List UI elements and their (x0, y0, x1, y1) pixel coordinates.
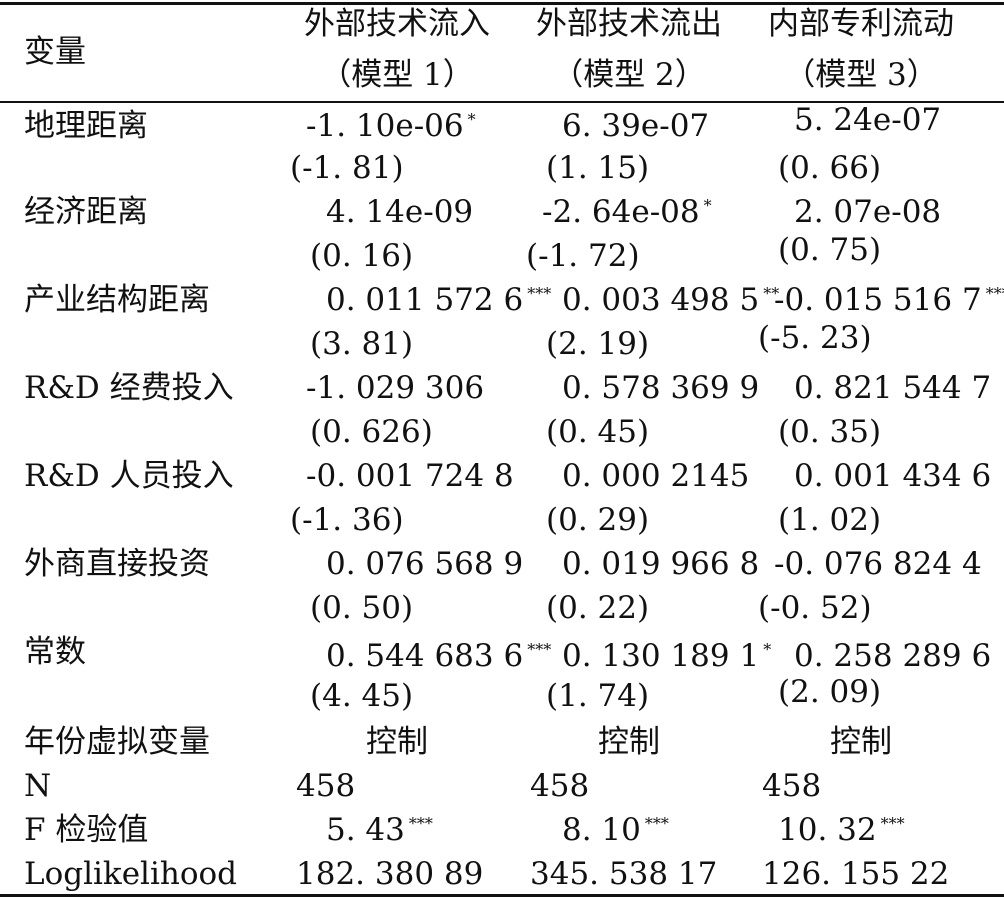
coef-cell: 0. 130 189 1 * (562, 638, 772, 674)
row-label: R&D 人员投入 (24, 458, 234, 494)
header-col1-model: （模型 1） (320, 57, 474, 93)
coef-cell: 0. 011 572 6 *** (326, 282, 552, 318)
t-stat-cell: (0. 22) (546, 590, 650, 626)
coef-cell: 0. 076 568 9 (326, 546, 524, 582)
t-stat-cell: (-1. 36) (290, 502, 404, 538)
header-col3-name: 内部专利流动 (768, 6, 954, 42)
row-label: 经济距离 (24, 194, 148, 230)
loglik-cell: 345. 538 17 (530, 856, 718, 892)
coef-cell: 0. 001 434 6 (794, 458, 992, 494)
coef-cell: 2. 07e-08 (794, 194, 942, 230)
coef-cell: -1. 10e-06 * (306, 108, 476, 144)
coef-cell: -2. 64e-08 * (542, 194, 712, 230)
significance-mark: ** (763, 284, 780, 303)
control-cell: 控制 (366, 724, 428, 760)
control-cell: 控制 (830, 724, 892, 760)
significance-mark: * (467, 110, 476, 129)
t-stat-cell: (0. 50) (310, 590, 414, 626)
significance-mark: *** (985, 284, 1004, 303)
coef-cell: 5. 24e-07 (794, 102, 942, 138)
coef-cell: 4. 14e-09 (326, 194, 474, 230)
header-col3-model: （模型 3） (784, 57, 938, 93)
control-cell: 控制 (598, 724, 660, 760)
coef-cell: 0. 578 369 9 (562, 370, 760, 406)
t-stat-cell: (-1. 81) (290, 150, 404, 186)
t-stat-cell: (0. 29) (546, 502, 650, 538)
coef-cell: 6. 39e-07 (562, 108, 710, 144)
f-cell: 5. 43 *** (326, 812, 433, 848)
f-cell: 10. 32 *** (778, 812, 905, 848)
row-label: 年份虚拟变量 (24, 724, 210, 760)
header-variable-label: 变量 (24, 34, 86, 70)
top-rule (0, 2, 1004, 5)
bottom-rule (0, 894, 1004, 897)
header-col2-name: 外部技术流出 (536, 6, 722, 42)
t-stat-cell: (1. 02) (778, 502, 882, 538)
t-stat-cell: (0. 66) (778, 150, 882, 186)
row-label: 地理距离 (24, 108, 148, 144)
t-stat-cell: (4. 45) (310, 678, 414, 714)
t-stat-cell: (2. 19) (546, 326, 650, 362)
row-label: 外商直接投资 (24, 546, 210, 582)
t-stat-cell: (0. 75) (778, 232, 882, 268)
significance-mark: *** (880, 814, 905, 833)
coef-cell: 0. 544 683 6 *** (326, 638, 552, 674)
row-label: 产业结构距离 (24, 282, 210, 318)
row-label: N (24, 768, 52, 804)
row-label: 常数 (24, 634, 86, 670)
loglik-cell: 126. 155 22 (762, 856, 950, 892)
loglik-cell: 182. 380 89 (296, 856, 484, 892)
coef-cell: -0. 015 516 7*** (774, 280, 1004, 320)
row-label: Loglikelihood (24, 856, 238, 892)
f-cell: 8. 10 *** (562, 812, 669, 848)
t-stat-cell: (0. 16) (310, 238, 414, 274)
header-col2-model: （模型 2） (552, 57, 706, 93)
significance-mark: *** (408, 814, 433, 833)
n-cell: 458 (762, 768, 822, 804)
t-stat-cell: (0. 626) (310, 414, 433, 450)
t-stat-cell: (0. 45) (546, 414, 650, 450)
coef-cell: -1. 029 306 (306, 370, 485, 406)
significance-mark: *** (527, 640, 552, 659)
n-cell: 458 (296, 768, 356, 804)
n-cell: 458 (530, 768, 590, 804)
t-stat-cell: (1. 15) (546, 150, 650, 186)
significance-mark: *** (644, 814, 669, 833)
header-rule (0, 101, 1004, 103)
coef-cell: 0. 258 289 6 (794, 638, 992, 674)
significance-mark: *** (527, 284, 552, 303)
coef-cell: 0. 019 966 8 (562, 546, 760, 582)
coef-cell: -0. 001 724 8 (306, 458, 514, 494)
significance-mark: * (703, 196, 712, 215)
t-stat-cell: (1. 74) (546, 678, 650, 714)
significance-mark: * (763, 640, 772, 659)
coef-cell: -0. 076 824 4 (774, 546, 982, 582)
t-stat-cell: (2. 09) (778, 674, 882, 710)
row-label: R&D 经费投入 (24, 370, 234, 406)
t-stat-cell: (0. 35) (778, 414, 882, 450)
t-stat-cell: (-1. 72) (526, 238, 640, 274)
header-col1-name: 外部技术流入 (304, 6, 490, 42)
t-stat-cell: (-0. 52) (758, 590, 872, 626)
t-stat-cell: (-5. 23) (758, 320, 872, 356)
coef-cell: 0. 821 544 7 (794, 370, 992, 406)
row-label: F 检验值 (24, 812, 149, 848)
coef-cell: 0. 000 2145 (562, 458, 750, 494)
coef-cell: 0. 003 498 5 ** (562, 282, 780, 318)
t-stat-cell: (3. 81) (310, 326, 414, 362)
